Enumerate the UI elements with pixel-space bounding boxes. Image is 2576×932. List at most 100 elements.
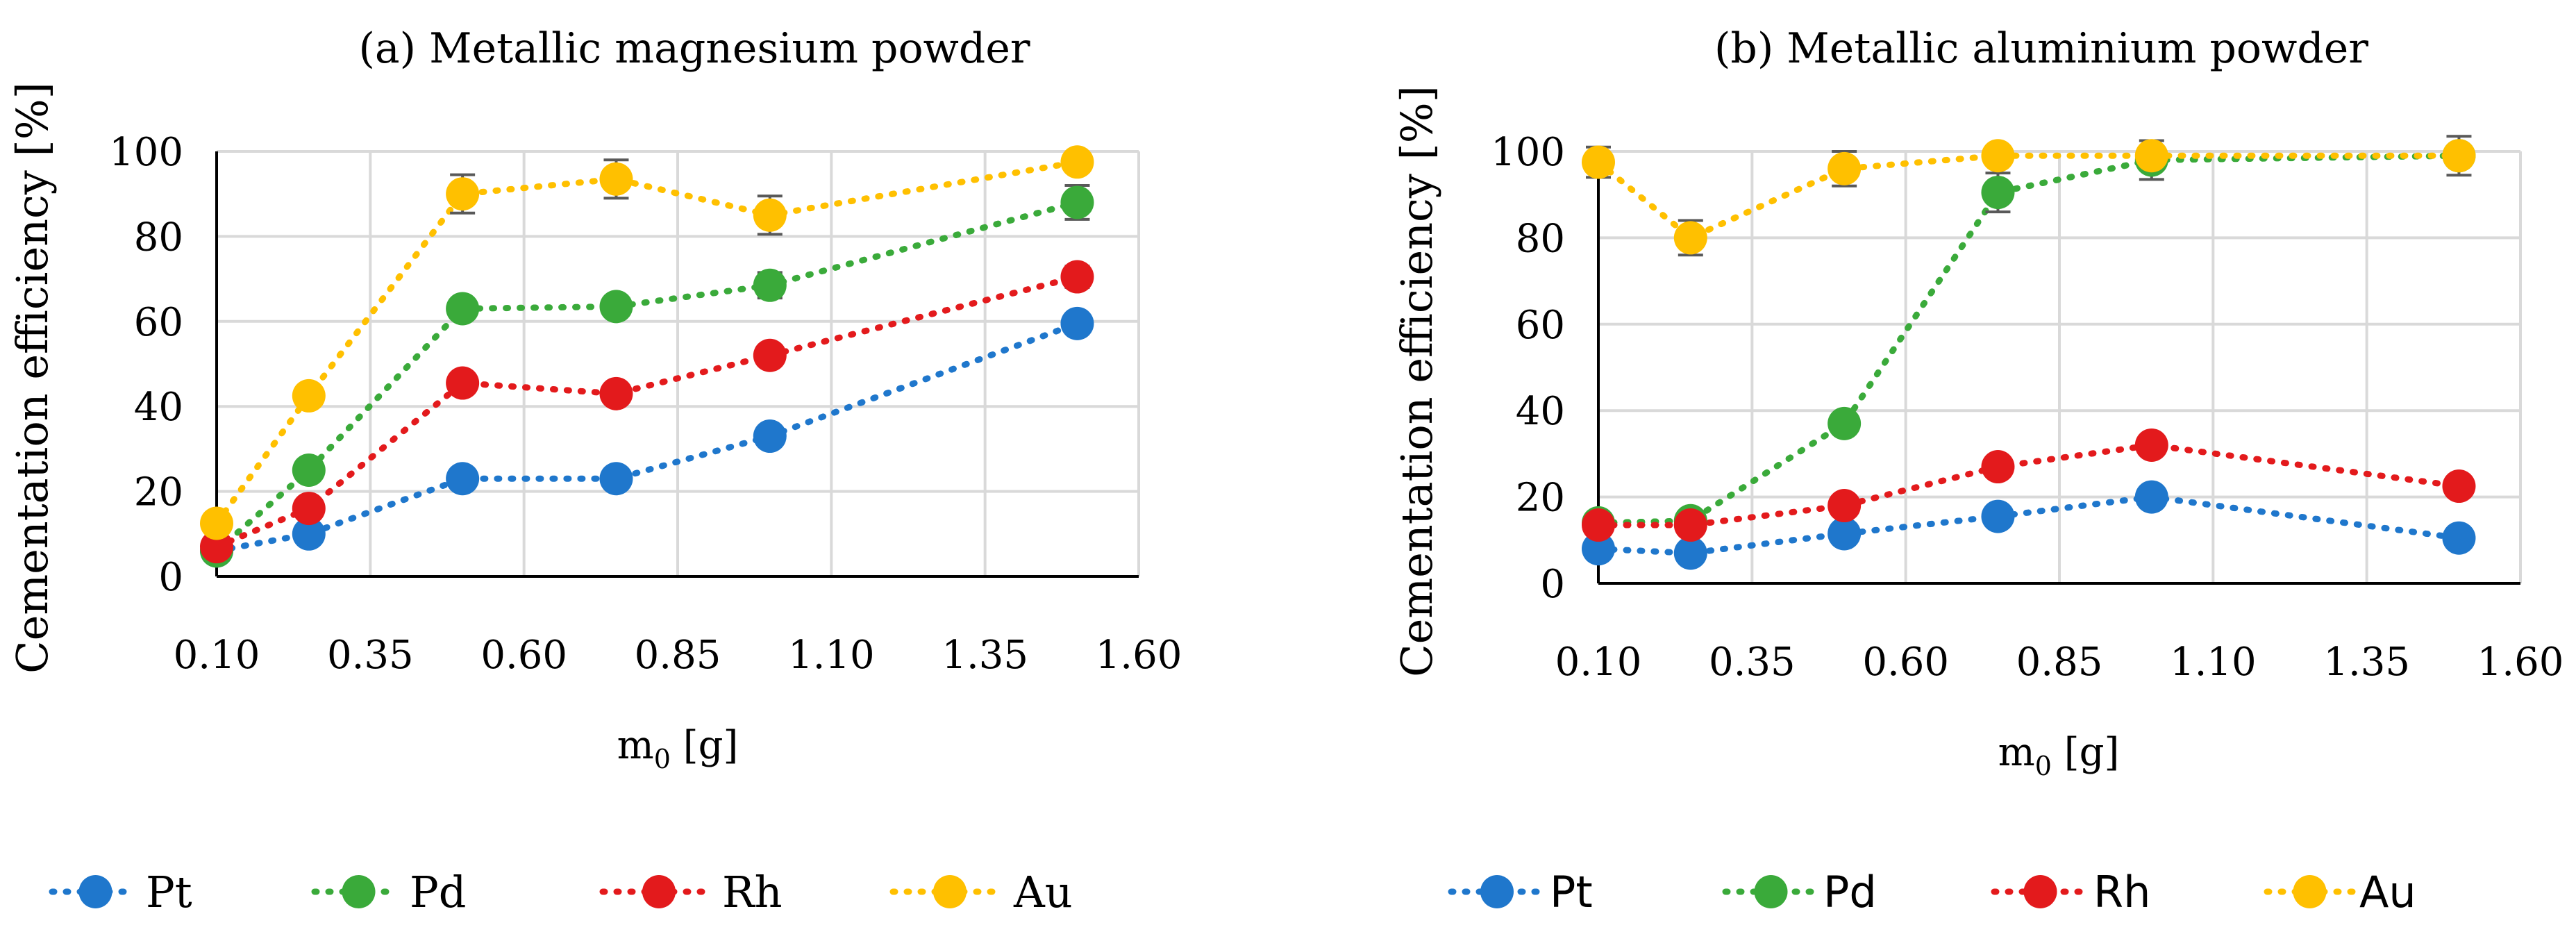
data-point-au: [599, 162, 633, 196]
data-point-au: [1673, 221, 1707, 255]
x-tick-label: 1.10: [788, 633, 875, 678]
series-line-rh: [213, 274, 1080, 550]
series-line-au: [213, 158, 1080, 526]
data-point-pd: [599, 290, 633, 324]
y-tick-label: 80: [134, 215, 183, 260]
legend-marker-rh: [642, 875, 676, 908]
y-axis-label: Cementation efficiency [%]: [1391, 85, 1442, 677]
y-tick-label: 0: [1540, 562, 1565, 607]
y-tick-label: 20: [134, 470, 183, 515]
data-point-rh: [1673, 508, 1707, 542]
legend-marker-rh: [2023, 875, 2057, 908]
y-tick-label: 60: [134, 300, 183, 345]
y-tick-label: 40: [134, 385, 183, 430]
data-point-pt: [1582, 532, 1615, 566]
x-axis-label: m0 [g]: [617, 723, 739, 774]
legend-label-au: Au: [2359, 867, 2416, 917]
data-point-rh: [200, 530, 233, 564]
data-point-au: [200, 506, 233, 540]
data-point-pt: [1673, 536, 1707, 570]
y-tick-label: 0: [158, 555, 183, 600]
chart-a: (a) Metallic magnesium powder 0 20 40 60 80 10…: [7, 24, 1182, 917]
legend-marker-au: [933, 875, 967, 908]
data-point-pt: [446, 462, 480, 496]
data-point-pd: [1060, 185, 1094, 219]
legend-label-pt: Pt: [1550, 867, 1593, 917]
legend-marker-pd: [1754, 875, 1788, 908]
data-point-au: [2134, 139, 2168, 173]
legend-label-rh: Rh: [722, 867, 783, 917]
x-tick-label: 1.35: [942, 633, 1028, 678]
data-point-au: [1981, 139, 2015, 173]
data-point-au: [1582, 145, 1615, 179]
legend-label-pd: Pd: [1823, 867, 1877, 917]
data-point-pt: [2134, 480, 2168, 514]
data-point-pt: [292, 517, 326, 551]
data-point-pd: [292, 453, 326, 487]
x-tick-label: 0.10: [174, 633, 260, 678]
y-tick-label: 100: [1491, 130, 1565, 175]
x-tick-label: 0.85: [2016, 640, 2103, 685]
legend-marker-pt: [1480, 875, 1514, 908]
x-tick-label: 0.60: [1862, 640, 1949, 685]
legend-label-pd: Pd: [410, 867, 466, 917]
legend-label-au: Au: [1013, 867, 1073, 917]
legend-marker-au: [2293, 875, 2327, 908]
legend-label-pt: Pt: [146, 867, 192, 917]
series-line-pd: [213, 199, 1080, 554]
data-point-rh: [1828, 489, 1862, 523]
series-line-pt: [1595, 494, 2462, 556]
x-tick-label: 1.35: [2323, 640, 2410, 685]
data-point-au: [753, 198, 787, 232]
y-tick-label: 20: [1516, 476, 1565, 521]
x-tick-label: 1.60: [1096, 633, 1182, 678]
x-tick-label: 1.60: [2477, 640, 2564, 685]
data-point-pd: [753, 268, 787, 302]
legend-label-rh: Rh: [2093, 867, 2150, 917]
chart-b: (b) Metallic aluminium powder 0 20 40 60 80 10…: [1391, 24, 2564, 917]
data-point-rh: [1981, 450, 2015, 484]
x-tick-label: 0.35: [327, 633, 414, 678]
x-tick-label: 0.60: [480, 633, 567, 678]
y-tick-label: 60: [1516, 303, 1565, 348]
data-point-au: [1828, 151, 1862, 185]
data-point-pt: [1060, 306, 1094, 340]
data-point-pd: [1981, 176, 2015, 210]
data-point-rh: [2134, 428, 2168, 462]
data-point-rh: [2442, 469, 2476, 504]
data-point-pt: [599, 462, 633, 496]
data-point-au: [1060, 145, 1094, 179]
data-point-rh: [292, 492, 326, 526]
x-axis-label: m0 [g]: [1998, 730, 2120, 781]
data-point-pt: [1981, 499, 2015, 533]
y-axis-label: Cementation efficiency [%]: [7, 82, 58, 674]
chart-title: (b) Metallic aluminium powder: [1714, 24, 2368, 73]
data-point-pd: [1828, 406, 1862, 440]
data-point-pt: [2442, 521, 2476, 555]
x-tick-label: 1.10: [2170, 640, 2257, 685]
data-point-rh: [1060, 260, 1094, 294]
data-point-au: [292, 378, 326, 413]
y-tick-label: 40: [1516, 389, 1565, 434]
data-point-pd: [446, 292, 480, 326]
x-tick-label: 0.10: [1555, 640, 1642, 685]
legend-marker-pt: [78, 875, 112, 908]
chart-title: (a) Metallic magnesium powder: [358, 24, 1030, 73]
series-line-pt: [213, 320, 1080, 554]
data-point-au: [446, 177, 480, 211]
data-point-rh: [446, 366, 480, 400]
data-point-rh: [599, 376, 633, 410]
x-tick-label: 0.85: [635, 633, 721, 678]
x-tick-label: 0.35: [1709, 640, 1796, 685]
data-point-rh: [1582, 508, 1615, 542]
legend-marker-pd: [342, 875, 376, 908]
data-point-pt: [1828, 517, 1862, 551]
y-tick-label: 80: [1516, 216, 1565, 261]
data-point-rh: [753, 338, 787, 372]
data-point-pt: [753, 419, 787, 453]
data-point-au: [2442, 139, 2476, 173]
series-line-au: [1595, 152, 2462, 242]
y-tick-label: 100: [109, 130, 183, 175]
series-line-rh: [1595, 442, 2462, 529]
